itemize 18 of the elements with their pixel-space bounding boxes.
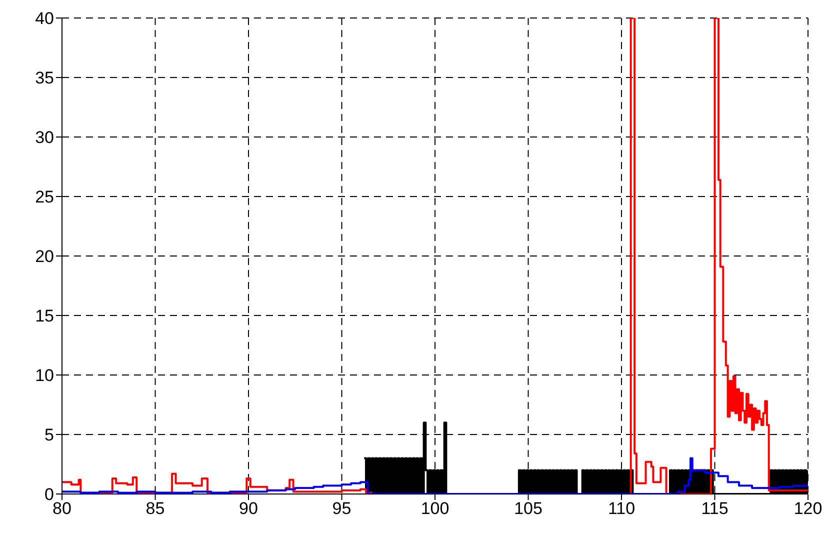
x-tick-label: 90 <box>239 499 258 518</box>
y-tick-label: 20 <box>35 247 54 266</box>
y-tick-label: 0 <box>44 485 54 504</box>
y-tick-label: 30 <box>35 128 54 148</box>
x-tick-label: 85 <box>146 499 165 518</box>
x-tick-label: 100 <box>420 499 450 518</box>
y-tick-label: 35 <box>35 68 54 88</box>
x-tick-label: 105 <box>514 499 542 518</box>
y-tick-label: 15 <box>35 306 54 326</box>
x-tick-label: 110 <box>608 499 636 518</box>
x-tick-label: 80 <box>52 499 72 518</box>
y-tick-label: 10 <box>35 366 54 386</box>
y-tick-label: 40 <box>35 9 54 28</box>
x-tick-label: 95 <box>332 499 352 518</box>
x-tick-label: 120 <box>794 499 822 518</box>
x-tick-label: 115 <box>701 499 728 518</box>
y-tick-label: 25 <box>35 188 54 207</box>
y-tick-label: 5 <box>44 426 54 445</box>
